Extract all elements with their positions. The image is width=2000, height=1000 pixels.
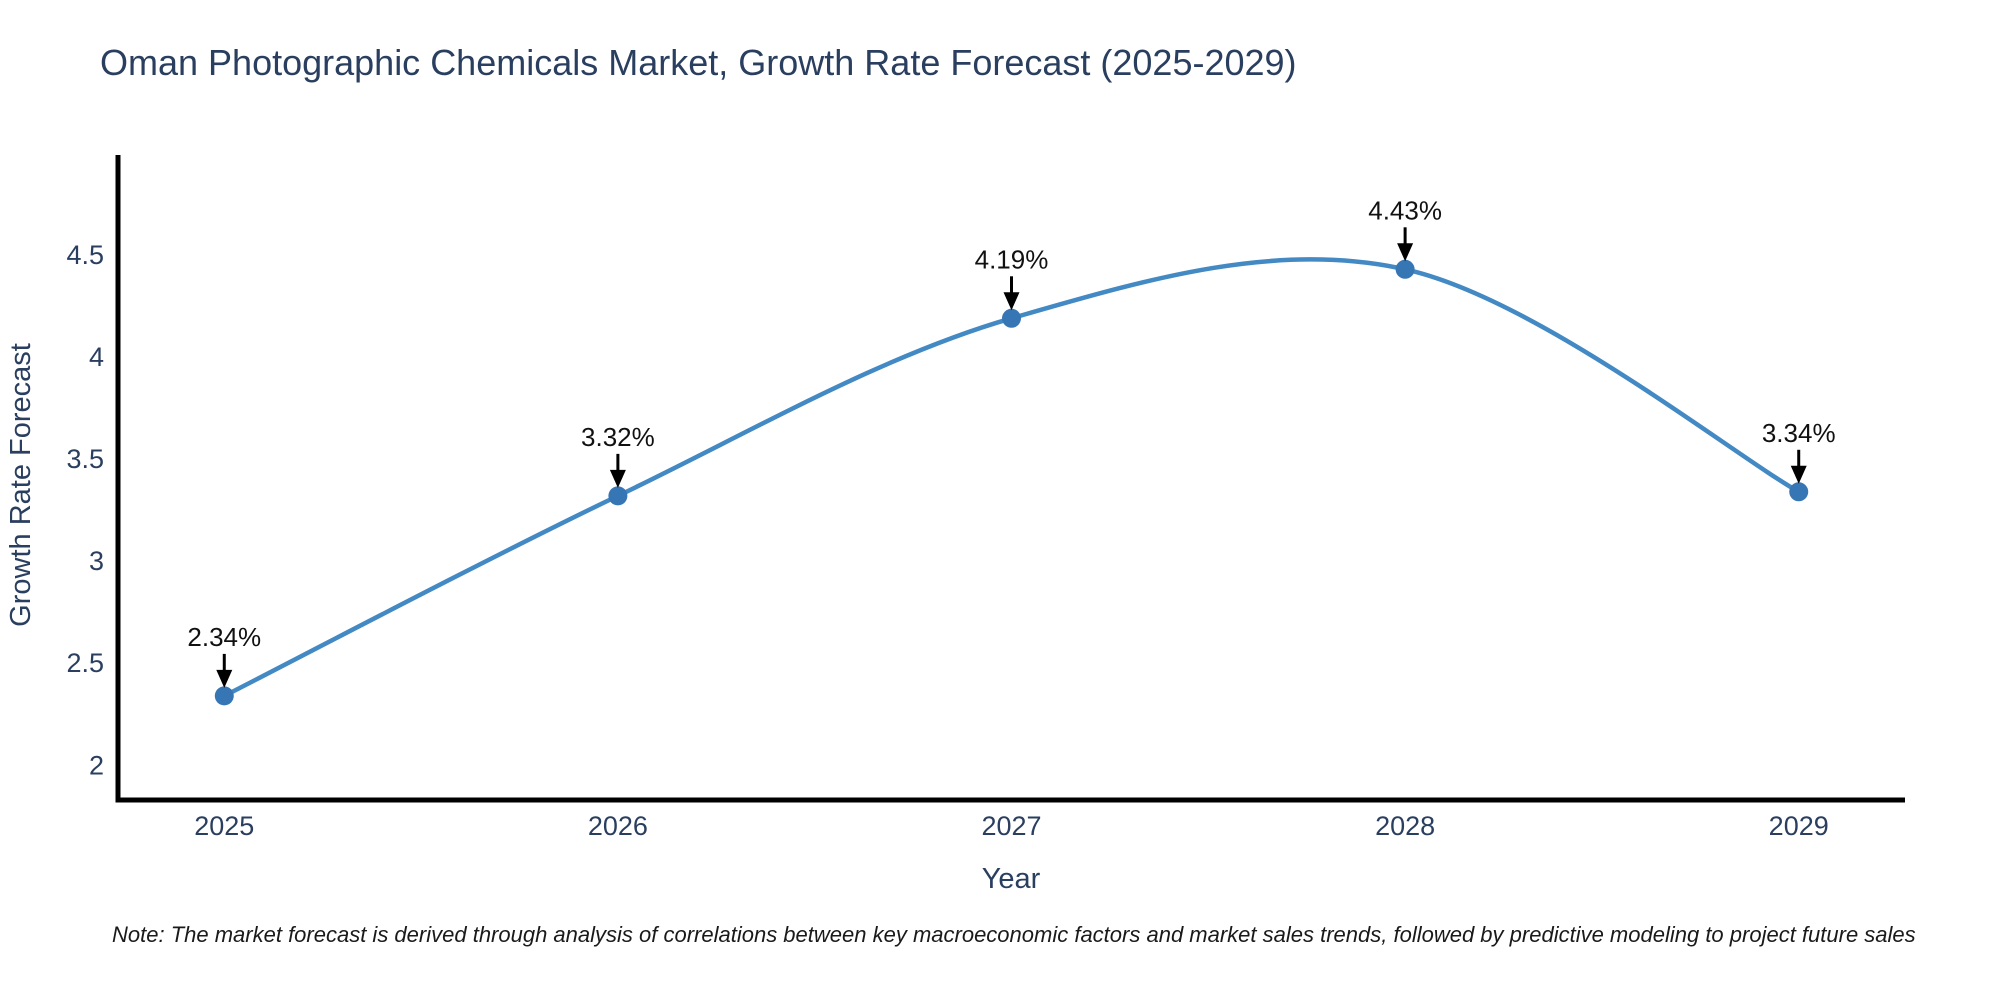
point-value-label: 4.43% <box>1368 195 1442 225</box>
point-value-label: 3.32% <box>581 422 655 452</box>
annotation-arrowhead-icon <box>1397 243 1414 262</box>
y-tick-label: 3 <box>89 546 104 576</box>
x-tick-label: 2028 <box>1375 811 1435 841</box>
x-tick-label: 2026 <box>588 811 648 841</box>
data-point-marker <box>1789 482 1809 502</box>
data-point-marker <box>1395 259 1415 279</box>
y-tick-label: 3.5 <box>66 444 104 474</box>
x-axis-title: Year <box>982 863 1041 895</box>
data-point-marker <box>608 486 628 506</box>
footnote: Note: The market forecast is derived thr… <box>112 922 1916 947</box>
data-point-marker <box>1002 308 1021 328</box>
annotation-arrowhead-icon <box>216 669 233 688</box>
annotation-arrowhead-icon <box>609 469 626 488</box>
x-tick-label: 2025 <box>194 811 254 841</box>
x-tick-label: 2027 <box>981 811 1041 841</box>
point-value-label: 2.34% <box>187 622 261 652</box>
x-tick-label: 2029 <box>1769 811 1829 841</box>
point-value-label: 4.19% <box>975 244 1049 274</box>
y-tick-label: 4.5 <box>66 240 104 270</box>
point-value-label: 3.34% <box>1762 418 1836 448</box>
annotation-arrowhead-icon <box>1790 465 1807 484</box>
annotation-arrowhead-icon <box>1003 292 1020 311</box>
y-tick-label: 2 <box>89 750 104 780</box>
y-tick-label: 4 <box>89 342 104 372</box>
y-tick-label: 2.5 <box>66 648 104 678</box>
plot-area: 2 2.5 3 3.5 4 4.5 2025 2026 2027 2028 2029 2.34% 3.3… <box>66 155 1905 841</box>
chart-title: Oman Photographic Chemicals Market, Grow… <box>100 42 1297 83</box>
y-axis-title: Growth Rate Forecast <box>5 343 37 627</box>
data-point-marker <box>214 686 234 706</box>
